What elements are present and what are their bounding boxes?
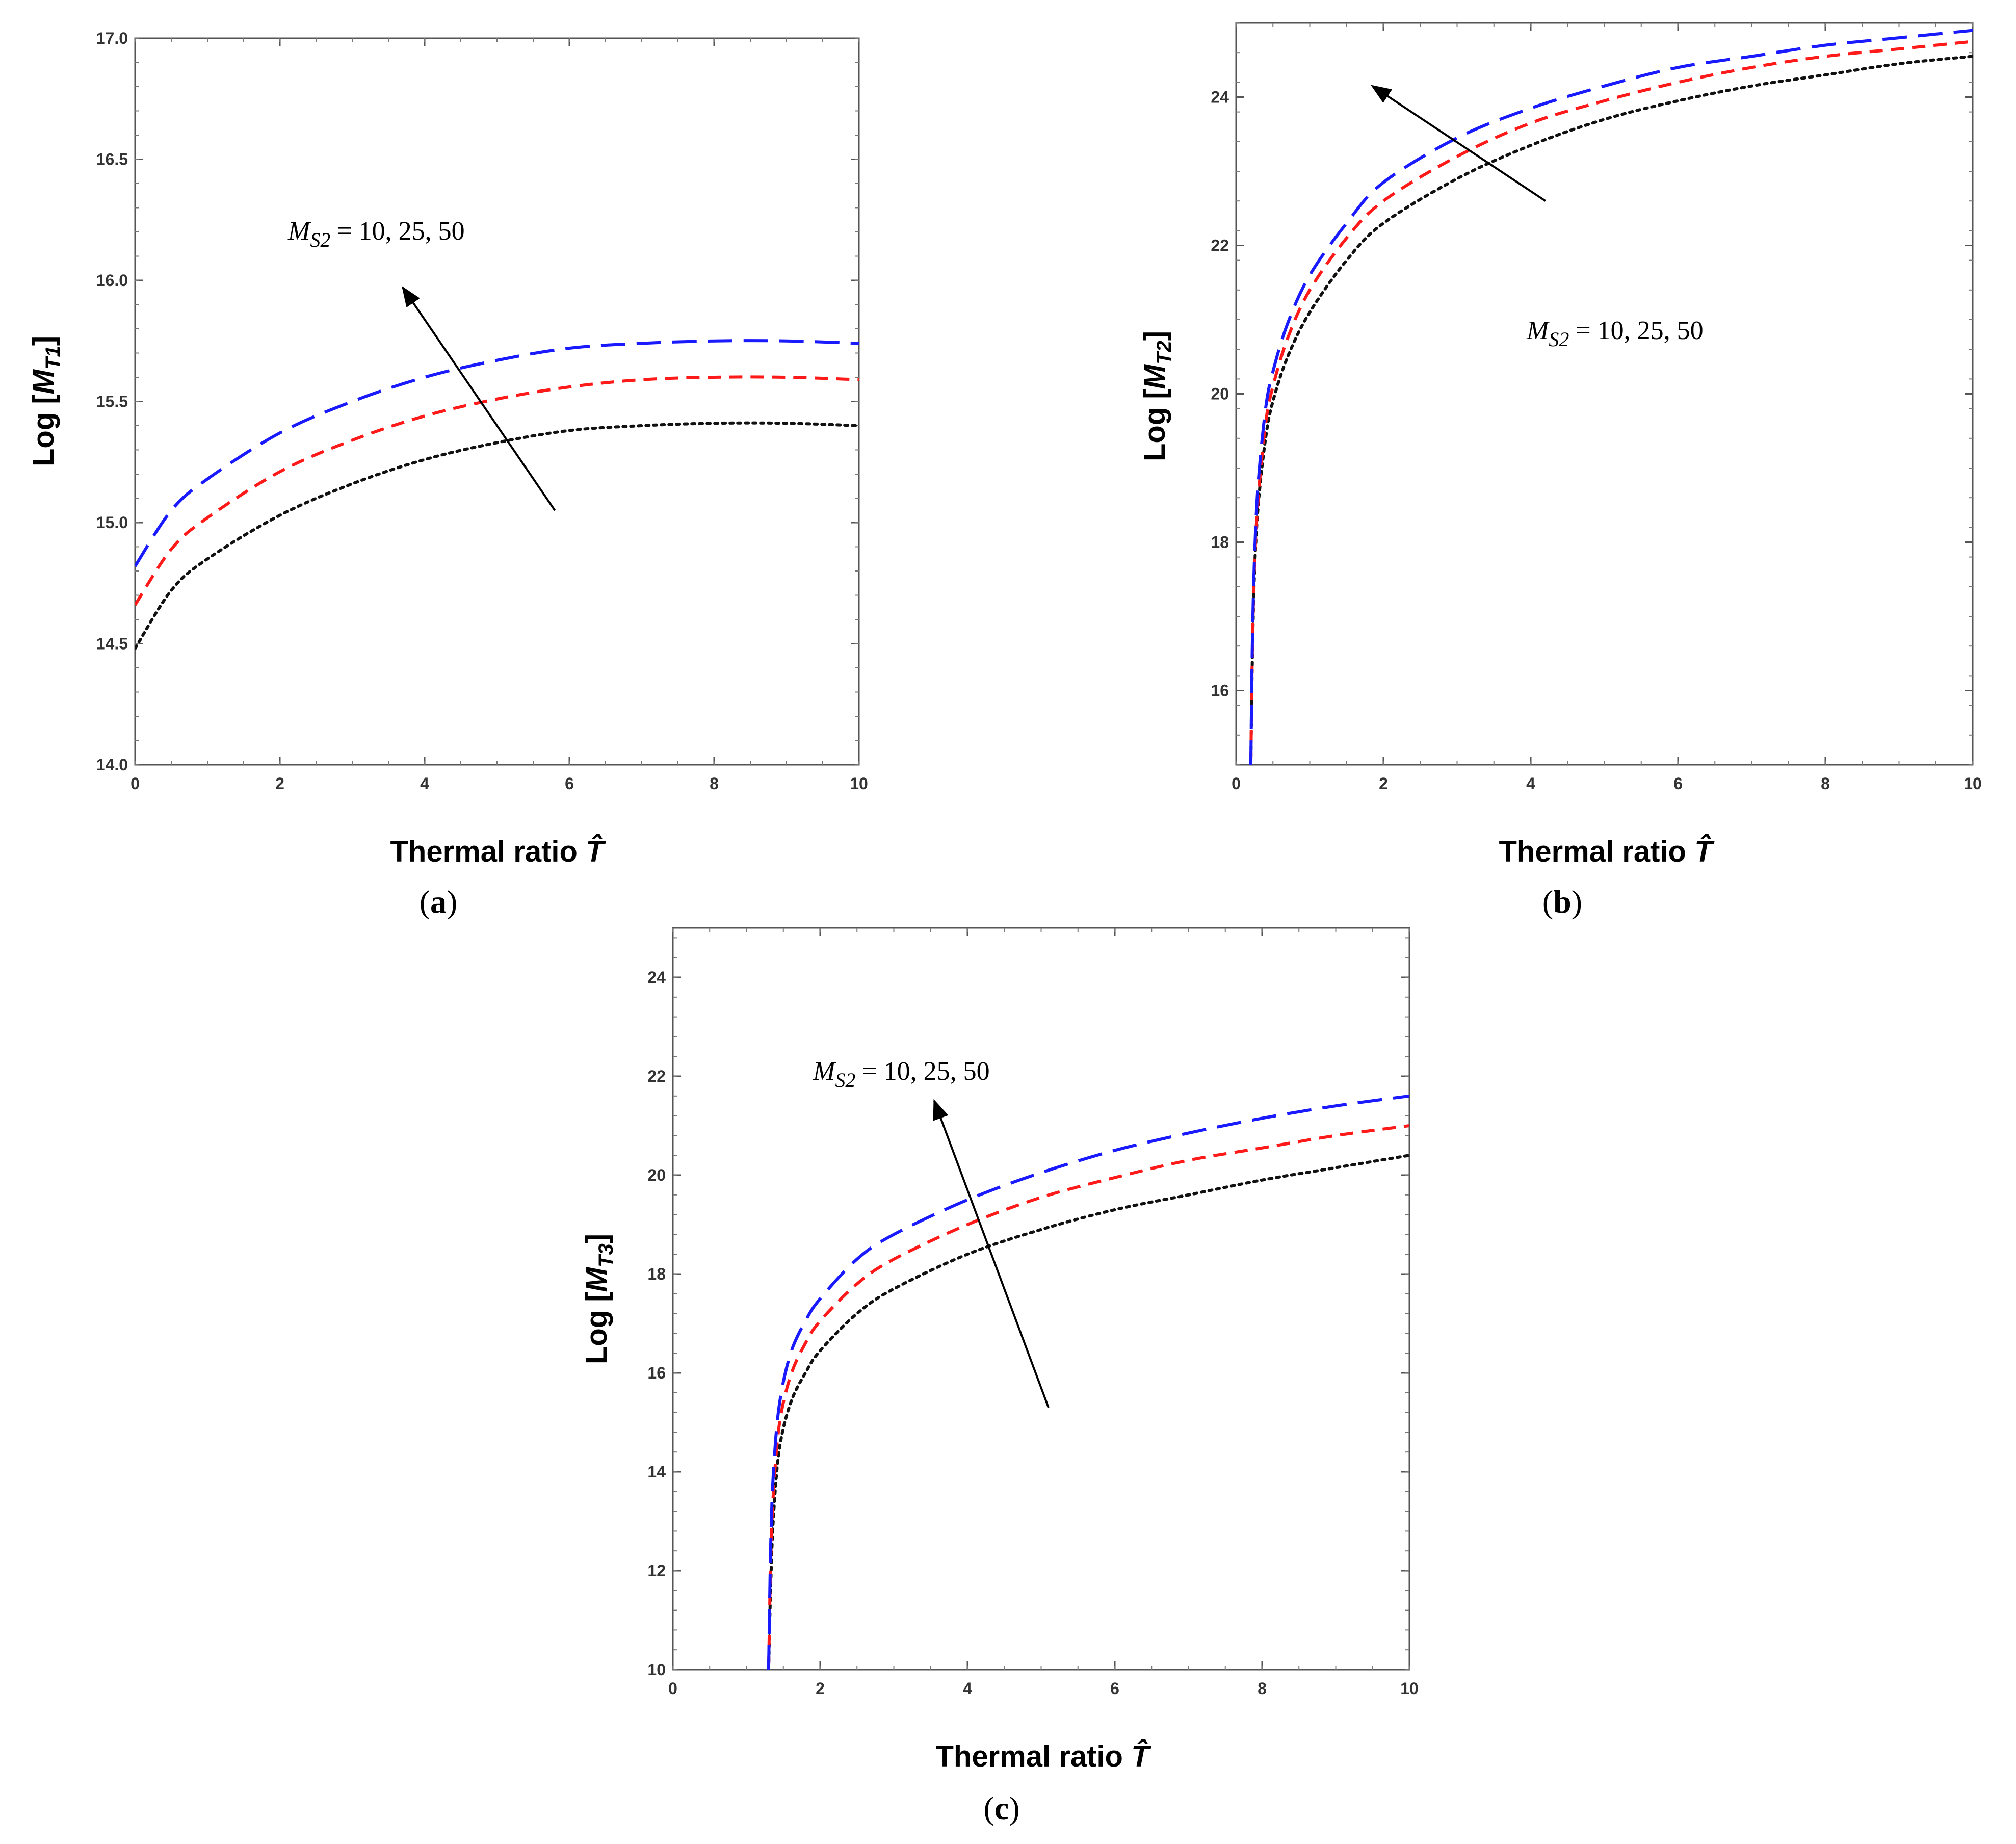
x-axis-title-c: Thermal ratio T̂ [936,1739,1152,1773]
x-tick-label-a-0: 0 [130,774,140,793]
y-tick-label-b-1: 18 [1211,533,1229,552]
x-tick-label-c-5: 10 [1400,1679,1419,1698]
y-tick-label-b-2: 20 [1211,385,1229,403]
y-tick-label-c-1: 12 [647,1562,666,1580]
series-line-a-1 [135,375,859,606]
series-line-b-2 [1249,29,1973,765]
y-tick-label-c-6: 22 [647,1067,666,1085]
series-line-c-1 [767,1124,1409,1670]
y-tick-label-c-7: 24 [647,968,666,986]
panel-a: 0 2 4 6 8 10 14.0 14.5 15.0 15.5 16.0 16.5 17.0 Ther… [27,29,868,920]
series-line-b-1 [1249,40,1973,765]
y-tick-label-a-2: 15.0 [96,513,128,532]
plot-frame-c [672,927,1410,1671]
annotation-arrow-b [1370,85,1547,202]
plot-frame-a [134,37,860,766]
y-axis-title-b: Log [MT2] [1138,331,1175,461]
panel-label-b: (b) [1542,884,1582,920]
x-tick-label-a-5: 10 [850,774,868,793]
x-tick-label-c-4: 8 [1258,1679,1267,1698]
panel-label-a: (a) [420,884,458,920]
x-tick-label-a-1: 2 [275,774,284,793]
panel-label-c: (c) [983,1790,1019,1826]
series-group-c [767,1094,1409,1670]
y-axis-title-c: Log [MT3] [580,1234,617,1364]
series-group-b [1249,29,1973,765]
y-tick-label-a-5: 16.5 [96,150,128,169]
x-tick-label-b-2: 4 [1526,774,1535,793]
x-axis-title-a: Thermal ratio T̂ [390,835,607,868]
x-tick-label-a-3: 6 [565,774,574,793]
y-tick-label-a-1: 14.5 [96,635,128,653]
x-tick-label-a-2: 4 [420,774,429,793]
x-tick-label-c-0: 0 [668,1679,677,1698]
y-tick-label-c-4: 18 [647,1265,666,1283]
y-tick-label-c-2: 14 [647,1463,666,1481]
x-tick-label-b-5: 10 [1963,774,1982,793]
series-line-a-0 [135,421,859,650]
x-tick-label-c-3: 6 [1110,1679,1119,1698]
x-tick-label-b-0: 0 [1232,774,1241,793]
annotation-a: MS2 = 10, 25, 50 [287,217,465,251]
y-tick-label-a-6: 17.0 [96,29,128,47]
x-tick-label-b-1: 2 [1379,774,1388,793]
y-tick-label-a-4: 16.0 [96,271,128,290]
series-line-a-2 [135,339,859,567]
x-tick-label-c-1: 2 [816,1679,825,1698]
y-axis-title-a: Log [MT1] [27,336,64,466]
y-tick-label-a-0: 14.0 [96,756,128,774]
series-line-c-0 [767,1154,1409,1670]
plot-area-a: 0 2 4 6 8 10 14.0 14.5 15.0 15.5 16.0 16.5 17.0 [96,29,868,793]
series-line-c-2 [767,1094,1409,1670]
x-tick-label-c-2: 4 [963,1679,972,1698]
series-line-b-0 [1249,55,1973,765]
annotation-arrow-c [933,1099,1050,1408]
plot-frame-b [1235,22,1974,766]
y-tick-label-b-3: 22 [1211,237,1229,255]
y-tick-label-a-3: 15.5 [96,393,128,411]
y-tick-label-c-5: 20 [647,1166,666,1184]
x-tick-label-b-4: 8 [1821,774,1830,793]
y-tick-label-c-0: 10 [647,1660,666,1679]
y-tick-label-b-0: 16 [1211,682,1229,700]
x-tick-label-b-3: 6 [1673,774,1683,793]
y-tick-label-b-4: 24 [1211,88,1229,107]
annotation-b: MS2 = 10, 25, 50 [1526,316,1704,351]
annotation-arrow-a [402,285,556,511]
x-tick-label-a-4: 8 [710,774,719,793]
x-axis-title-b: Thermal ratio T̂ [1499,835,1715,868]
annotation-c: MS2 = 10, 25, 50 [813,1057,990,1092]
y-tick-label-c-3: 16 [647,1364,666,1382]
series-group-a [135,339,859,650]
